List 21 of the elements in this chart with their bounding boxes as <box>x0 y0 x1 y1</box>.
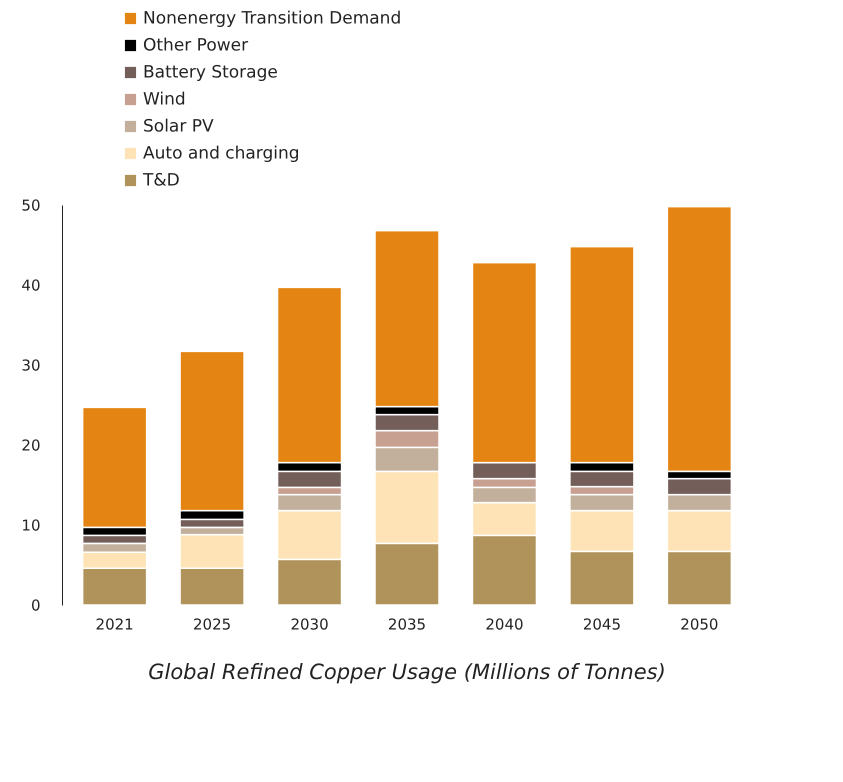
x-tick-label: 2030 <box>290 616 329 634</box>
x-tick-label: 2040 <box>485 616 524 634</box>
legend-label: Solar PV <box>143 116 214 136</box>
x-tick-label: 2035 <box>388 616 426 634</box>
y-tick-label: 20 <box>21 436 40 454</box>
y-tick-label: 10 <box>21 516 40 534</box>
y-tick-label: 30 <box>21 356 40 374</box>
y-tick-label: 0 <box>30 596 40 614</box>
text: Global Refined Copper Usage (Millions of Tonnes) <box>148 660 666 684</box>
legend-label: Auto and charging <box>143 144 300 164</box>
legend-label: Battery Storage <box>143 62 278 82</box>
legend-label: Nonenergy Transition Demand <box>143 8 402 28</box>
y-tick-label: 50 <box>21 196 40 214</box>
y-tick-label: 40 <box>21 276 40 294</box>
x-tick-label: 2025 <box>192 616 232 634</box>
x-tick-label: 2050 <box>680 616 718 634</box>
legend-label: Other Power <box>143 36 248 56</box>
legend-label: Wind <box>143 90 186 110</box>
legend-label: T&D <box>142 170 180 190</box>
x-tick-label: 2045 <box>582 616 622 634</box>
x-tick-label: 2021 <box>96 616 134 634</box>
